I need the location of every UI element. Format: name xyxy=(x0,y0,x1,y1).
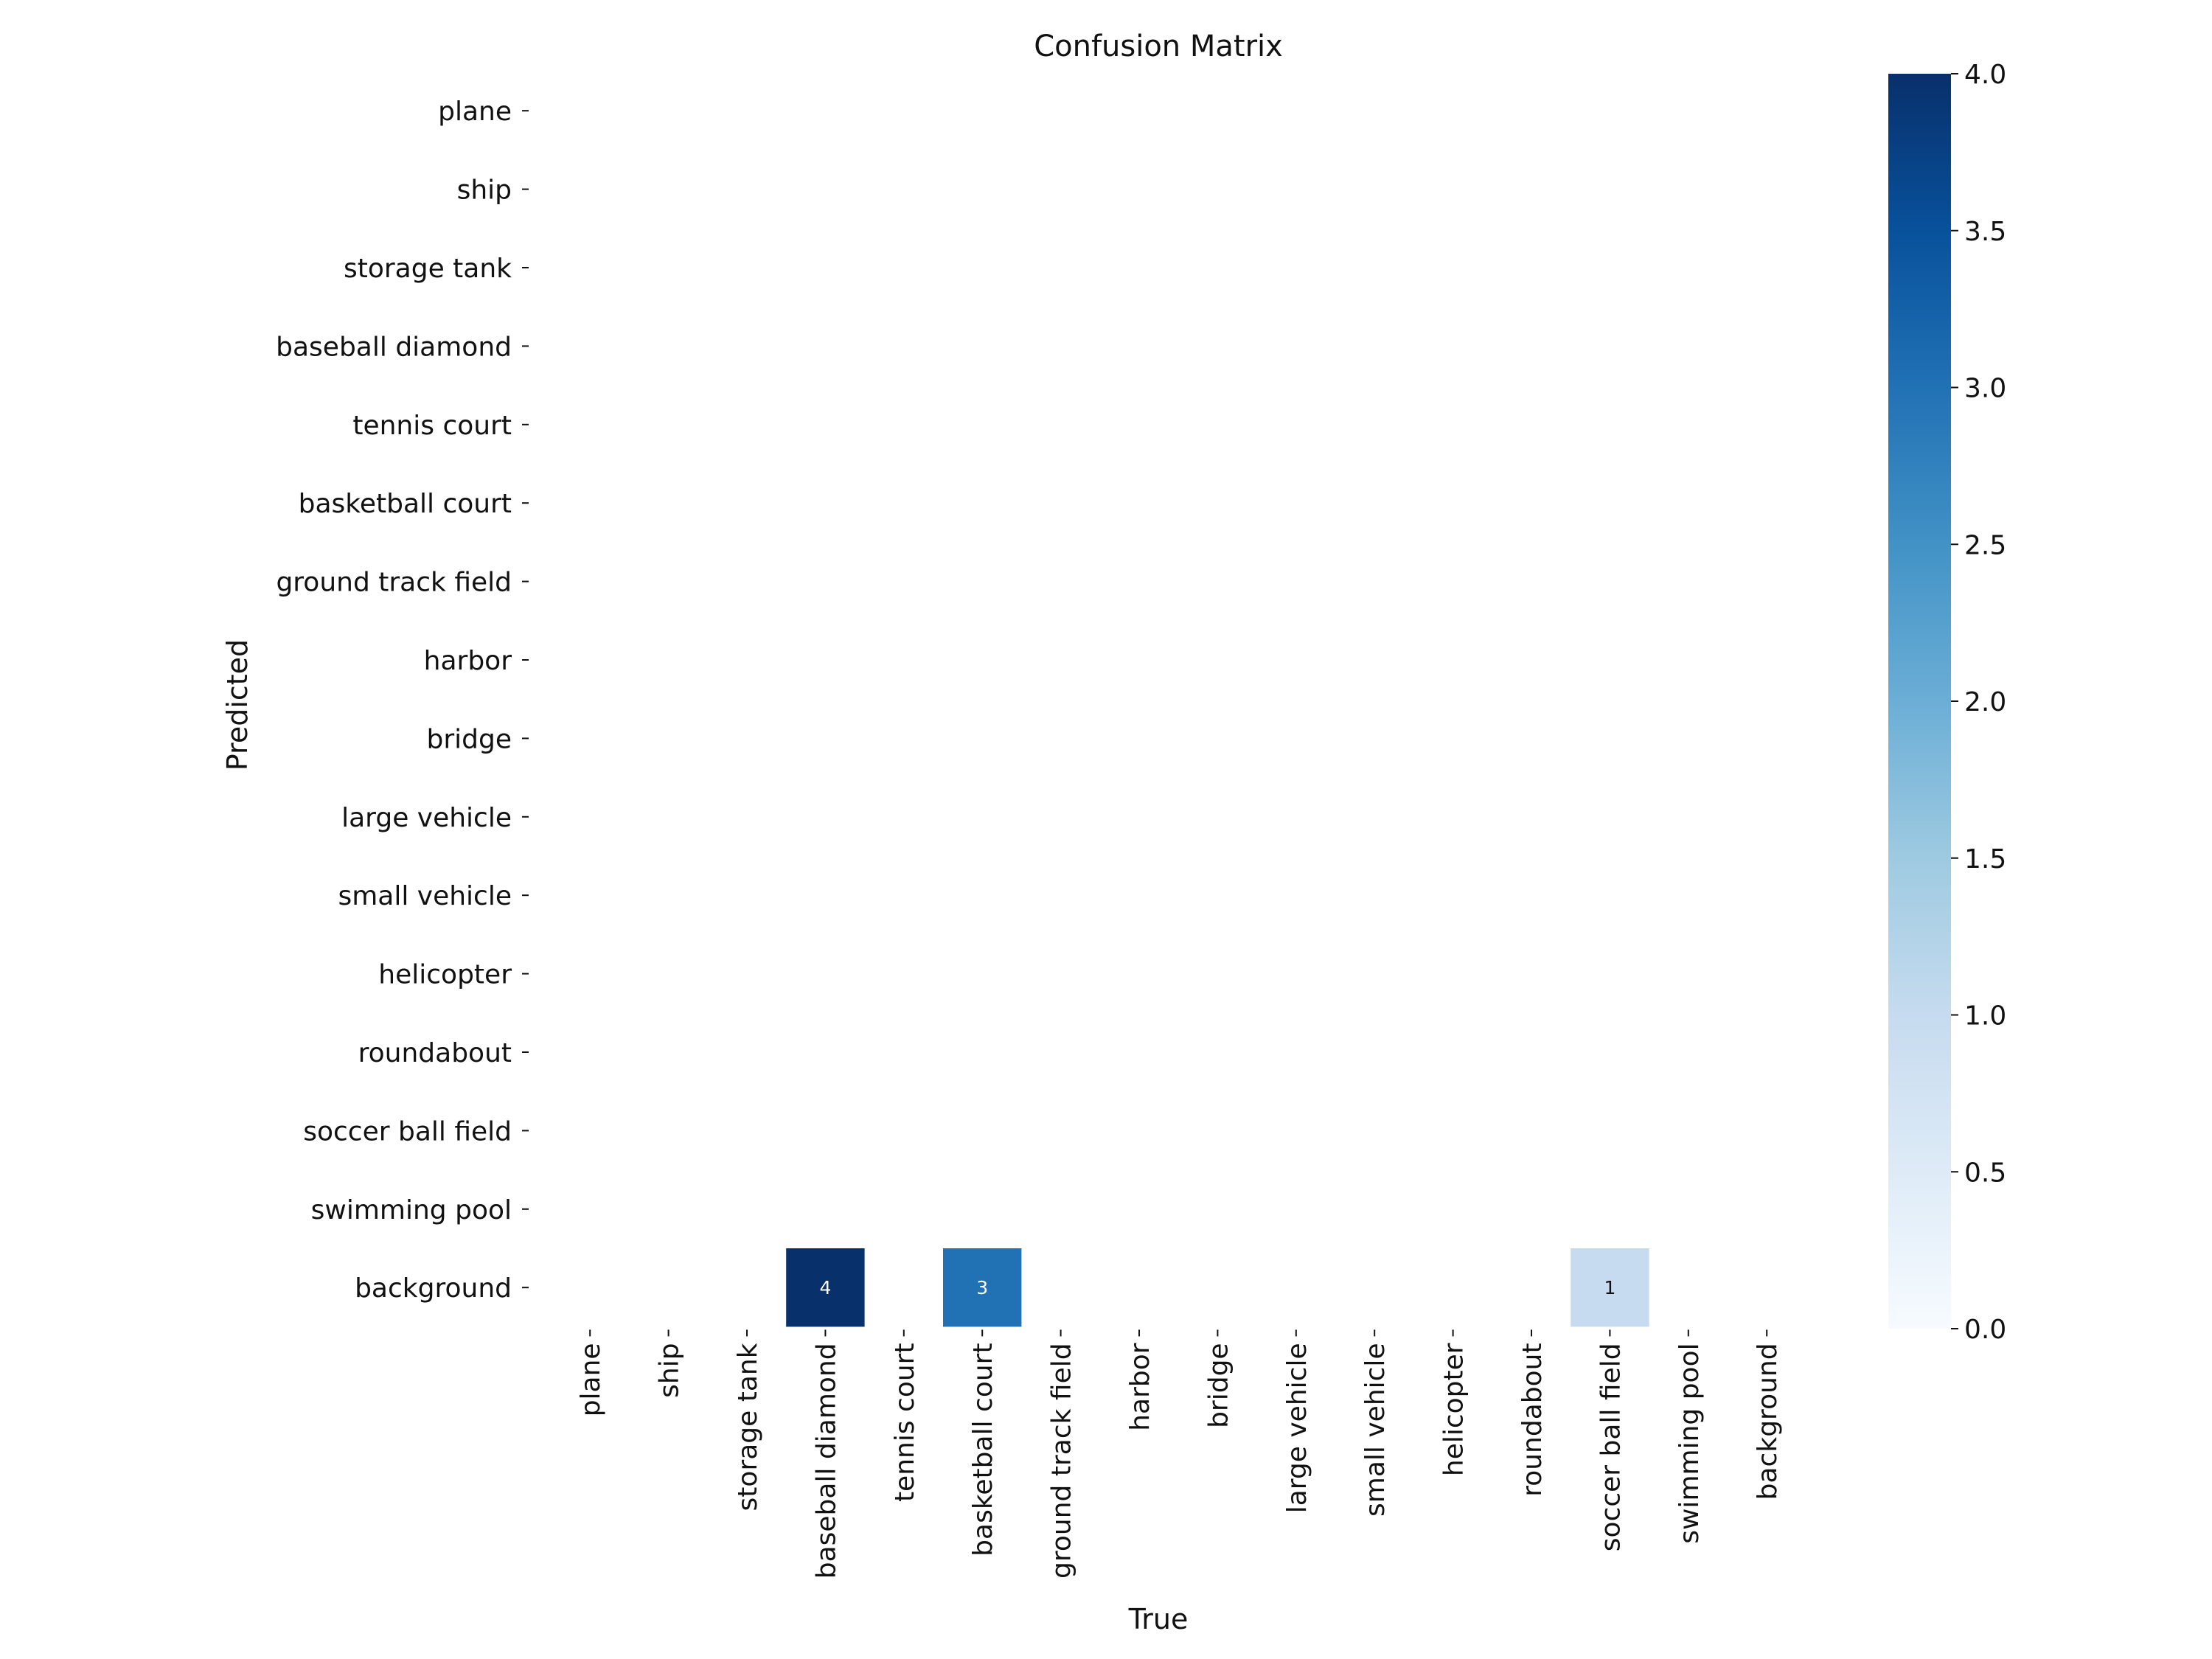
colorbar-tick-label: 2.5 xyxy=(1964,530,2006,560)
col-label-storage-tank: storage tank xyxy=(733,1343,763,1511)
col-label-small-vehicle: small vehicle xyxy=(1360,1343,1391,1517)
colorbar-tick-label: 2.0 xyxy=(1964,687,2006,717)
colorbar-tick-label: 1.0 xyxy=(1964,1001,2006,1032)
col-label-ship: ship xyxy=(655,1343,685,1397)
colorbar-ticks: 0.0 0.5 1.0 1.5 2.0 2.5 3.0 3.5 4.0 xyxy=(1951,60,2006,1345)
col-label-large-vehicle: large vehicle xyxy=(1282,1343,1312,1513)
row-label-plane: plane xyxy=(438,97,512,127)
row-label-basketball-court: basketball court xyxy=(299,489,512,519)
row-label-roundabout: roundabout xyxy=(358,1038,512,1068)
col-label-tennis-court: tennis court xyxy=(890,1343,920,1502)
row-label-background: background xyxy=(355,1273,512,1304)
col-label-swimming-pool: swimming pool xyxy=(1674,1343,1705,1543)
heatmap-cells: 4 3 1 xyxy=(786,1248,1649,1327)
cell-background-soccer-ball-field xyxy=(1571,1248,1649,1327)
col-label-baseball-diamond: baseball diamond xyxy=(811,1343,841,1579)
row-label-harbor: harbor xyxy=(424,646,512,676)
col-label-roundabout: roundabout xyxy=(1517,1343,1548,1496)
row-label-ship: ship xyxy=(457,175,512,206)
cell-value-label: 4 xyxy=(819,1277,831,1298)
colorbar-tick-label: 0.5 xyxy=(1964,1158,2006,1188)
row-label-swimming-pool: swimming pool xyxy=(311,1195,512,1225)
row-labels: plane ship storage tank baseball diamond ten… xyxy=(276,97,529,1304)
col-label-background: background xyxy=(1753,1343,1783,1500)
row-label-helicopter: helicopter xyxy=(378,960,512,990)
colorbar-tick-label: 1.5 xyxy=(1964,844,2006,874)
colorbar-tick-label: 4.0 xyxy=(1964,60,2006,90)
column-labels: plane ship storage tank baseball diamond ten… xyxy=(576,1329,1783,1579)
row-label-tennis-court: tennis court xyxy=(352,411,512,441)
colorbar-tick-label: 3.5 xyxy=(1964,217,2006,247)
row-label-storage-tank: storage tank xyxy=(344,254,512,284)
col-label-ground-track-field: ground track field xyxy=(1047,1343,1077,1579)
row-label-soccer-ball-field: soccer ball field xyxy=(303,1116,512,1147)
row-label-baseball-diamond: baseball diamond xyxy=(276,332,512,362)
cell-background-baseball-diamond xyxy=(786,1248,865,1327)
col-label-soccer-ball-field: soccer ball field xyxy=(1596,1343,1626,1551)
col-label-bridge: bridge xyxy=(1203,1343,1234,1428)
cell-value-label: 3 xyxy=(976,1277,988,1298)
row-label-large-vehicle: large vehicle xyxy=(341,803,512,833)
cell-background-basketball-court xyxy=(943,1248,1022,1327)
colorbar-tick-label: 0.0 xyxy=(1964,1315,2006,1345)
chart-title: Confusion Matrix xyxy=(1034,29,1283,63)
y-axis-label: Predicted xyxy=(221,639,254,771)
colorbar xyxy=(1888,74,1951,1329)
x-axis-label: True xyxy=(1128,1603,1189,1635)
colorbar-tick-label: 3.0 xyxy=(1964,374,2006,404)
row-label-bridge: bridge xyxy=(426,724,512,754)
cell-value-label: 1 xyxy=(1604,1277,1615,1298)
col-label-basketball-court: basketball court xyxy=(968,1343,998,1556)
row-label-small-vehicle: small vehicle xyxy=(338,881,512,911)
col-label-helicopter: helicopter xyxy=(1439,1343,1470,1476)
col-label-harbor: harbor xyxy=(1125,1343,1155,1431)
col-label-plane: plane xyxy=(576,1343,606,1416)
row-label-ground-track-field: ground track field xyxy=(276,568,512,598)
